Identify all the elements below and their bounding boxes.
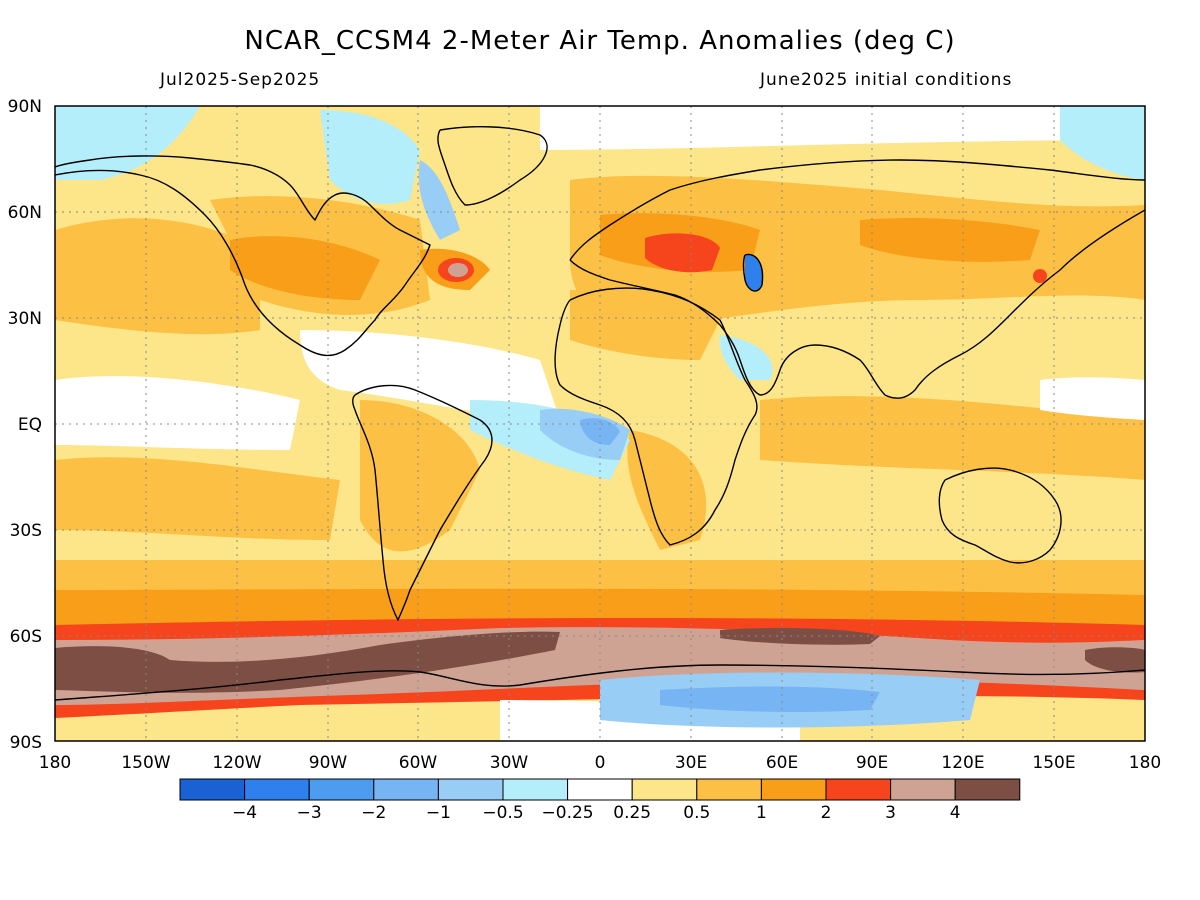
legend-label: −4 bbox=[232, 803, 257, 823]
warm-region-indopac bbox=[760, 396, 1145, 480]
coastline-caspian bbox=[742, 253, 764, 292]
legend-swatch bbox=[244, 778, 310, 801]
neutral-region-tropatl bbox=[300, 330, 560, 420]
coastline-namerica bbox=[55, 155, 431, 357]
legend-swatch bbox=[437, 778, 504, 801]
lon-label-120e: 120E bbox=[941, 753, 984, 773]
lon-label-90w: 90W bbox=[309, 753, 348, 773]
neutral-region-eqpac bbox=[55, 376, 300, 450]
cool-region-canada bbox=[320, 110, 420, 204]
legend-swatch bbox=[954, 778, 1021, 801]
legend-label: −2 bbox=[361, 803, 386, 823]
legend-label: −0.5 bbox=[482, 803, 523, 823]
lat-label-30s: 30S bbox=[10, 521, 42, 541]
legend-swatch bbox=[567, 778, 633, 801]
hot-region-japan bbox=[1033, 269, 1047, 283]
longitude-labels: 180 150W 120W 90W 60W 30W 0 30E 60E 90E … bbox=[39, 753, 1161, 773]
legend-label: −3 bbox=[297, 803, 322, 823]
forecast-period: Jul2025-Sep2025 bbox=[160, 70, 321, 90]
legend-swatch bbox=[825, 778, 892, 801]
lat-label-60s: 60S bbox=[10, 627, 42, 647]
legend-swatch bbox=[760, 778, 827, 801]
extreme-region-indian bbox=[720, 628, 880, 645]
lat-label-eq: EQ bbox=[18, 415, 42, 435]
cool-region-arabia bbox=[719, 335, 773, 380]
legend-swatch bbox=[179, 778, 246, 801]
cold-region-caspian bbox=[745, 254, 763, 292]
lat-label-60n: 60N bbox=[8, 203, 42, 223]
coastlines bbox=[55, 126, 1145, 701]
lat-label-90s: 90S bbox=[10, 733, 42, 753]
neutral-region-arctic bbox=[540, 106, 1145, 150]
lon-label-120w: 120W bbox=[212, 753, 261, 773]
lon-label-30e: 30E bbox=[675, 753, 707, 773]
lon-label-150w: 150W bbox=[121, 753, 170, 773]
lon-label-0: 0 bbox=[595, 753, 606, 773]
legend-swatch bbox=[373, 778, 439, 801]
warmer-region-usa bbox=[230, 236, 380, 300]
lon-label-60w: 60W bbox=[399, 753, 438, 773]
cool-region-alaska bbox=[55, 106, 200, 180]
legend-swatch bbox=[696, 778, 762, 801]
coastline-eurasia bbox=[569, 159, 1145, 399]
warm-region-saharan bbox=[570, 290, 720, 360]
cold-region-eantarctica bbox=[660, 686, 880, 713]
map-frame bbox=[54, 105, 1146, 742]
legend-swatch bbox=[308, 778, 375, 801]
lon-label-150e: 150E bbox=[1032, 753, 1075, 773]
legend-label: 3 bbox=[885, 803, 896, 823]
legend-label: 1 bbox=[756, 803, 767, 823]
legend-swatch bbox=[890, 778, 956, 801]
coastline-africa bbox=[554, 287, 758, 546]
hot-region-eeurope bbox=[645, 233, 720, 273]
extreme-region-bellingshausen bbox=[55, 631, 560, 693]
legend-label: 0.25 bbox=[613, 803, 651, 823]
warm-region-eurasia bbox=[570, 175, 1145, 330]
legend-swatch bbox=[502, 778, 569, 801]
legend-label: 0.5 bbox=[683, 803, 710, 823]
lon-label-60e: 60E bbox=[766, 753, 798, 773]
cool-region-arctic-east bbox=[1060, 106, 1145, 180]
warm-region-africa bbox=[627, 430, 707, 550]
legend-swatch bbox=[631, 778, 698, 801]
lon-label-30w: 30W bbox=[490, 753, 529, 773]
legend-label: −0.25 bbox=[542, 803, 594, 823]
color-legend: −4 −3 −2 −1 −0.5 −0.25 0.25 0.5 1 2 3 4 bbox=[179, 778, 1021, 823]
coastline-australia bbox=[938, 467, 1062, 564]
extreme-region-ross bbox=[1085, 647, 1145, 673]
neutral-region-wpac bbox=[1040, 377, 1145, 420]
warm-region-spac bbox=[55, 457, 340, 540]
coastline-antarctica bbox=[55, 664, 1145, 701]
legend-label: 4 bbox=[950, 803, 961, 823]
map-title: NCAR_CCSM4 2-Meter Air Temp. Anomalies (… bbox=[244, 26, 956, 56]
lat-label-30n: 30N bbox=[8, 309, 42, 329]
legend-label: 2 bbox=[821, 803, 832, 823]
legend-label: −1 bbox=[426, 803, 451, 823]
graticule bbox=[55, 106, 1145, 741]
lat-label-90n: 90N bbox=[8, 97, 42, 117]
cool-region-labrador bbox=[418, 160, 460, 240]
initial-conditions: June2025 initial conditions bbox=[760, 70, 1013, 90]
very-hot-natl bbox=[448, 263, 468, 277]
lon-label-90e: 90E bbox=[856, 753, 888, 773]
lon-label-180w: 180 bbox=[39, 753, 71, 773]
lon-label-180e: 180 bbox=[1129, 753, 1161, 773]
coastline-samerica bbox=[352, 384, 493, 621]
warm-region-npac bbox=[55, 218, 260, 335]
latitude-labels: 90N 60N 30N EQ 30S 60S 90S bbox=[8, 97, 42, 753]
warmer-region-asia bbox=[860, 218, 1040, 262]
coastline-greenland bbox=[437, 126, 548, 206]
cold-region-guinea bbox=[580, 418, 620, 445]
